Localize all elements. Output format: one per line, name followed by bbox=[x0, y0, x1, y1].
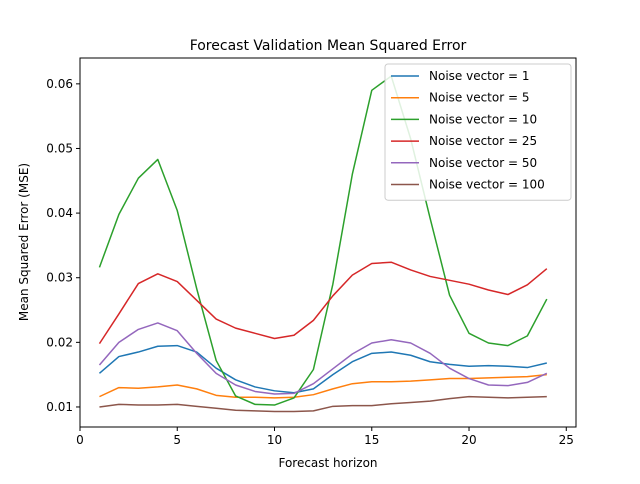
legend-label-6: Noise vector = 100 bbox=[429, 178, 545, 192]
x-tick-label: 0 bbox=[76, 433, 84, 447]
legend-label-2: Noise vector = 5 bbox=[429, 91, 529, 105]
y-tick-label: 0.01 bbox=[46, 400, 73, 414]
y-tick-label: 0.03 bbox=[46, 271, 73, 285]
series-line-3 bbox=[98, 75, 548, 406]
x-tick-label: 15 bbox=[364, 433, 379, 447]
series-line-1 bbox=[98, 344, 547, 394]
legend-label-5: Noise vector = 50 bbox=[429, 156, 537, 170]
series-line-2 bbox=[99, 373, 547, 399]
x-tick-label: 10 bbox=[267, 433, 282, 447]
series-line-5 bbox=[98, 322, 548, 395]
series-line-6 bbox=[99, 395, 547, 413]
legend-box bbox=[384, 63, 572, 201]
legend-label-3: Noise vector = 10 bbox=[429, 112, 537, 126]
y-axis-label: Mean Squared Error (MSE) bbox=[17, 163, 31, 321]
legend-label-1: Noise vector = 1 bbox=[429, 69, 529, 83]
x-axis-ticks: 0 5 10 15 20 25 bbox=[76, 427, 574, 447]
y-tick-label: 0.06 bbox=[46, 77, 73, 91]
x-tick-label: 5 bbox=[173, 433, 181, 447]
y-tick-label: 0.02 bbox=[46, 335, 73, 349]
legend: Noise vector = 1 Noise vector = 5 Noise ve… bbox=[384, 63, 572, 201]
series-line-4 bbox=[98, 261, 548, 345]
chart-title: Forecast Validation Mean Squared Error bbox=[190, 38, 467, 54]
y-tick-label: 0.05 bbox=[46, 141, 73, 155]
y-axis-ticks: 0.01 0.02 0.03 0.04 0.05 0.06 bbox=[46, 77, 80, 414]
x-axis-label: Forecast horizon bbox=[278, 456, 377, 470]
plot-lines bbox=[98, 75, 548, 413]
legend-label-4: Noise vector = 25 bbox=[429, 134, 537, 148]
plot-frame bbox=[79, 57, 577, 428]
y-tick-label: 0.04 bbox=[46, 206, 73, 220]
x-tick-label: 25 bbox=[559, 433, 574, 447]
x-tick-label: 20 bbox=[461, 433, 476, 447]
